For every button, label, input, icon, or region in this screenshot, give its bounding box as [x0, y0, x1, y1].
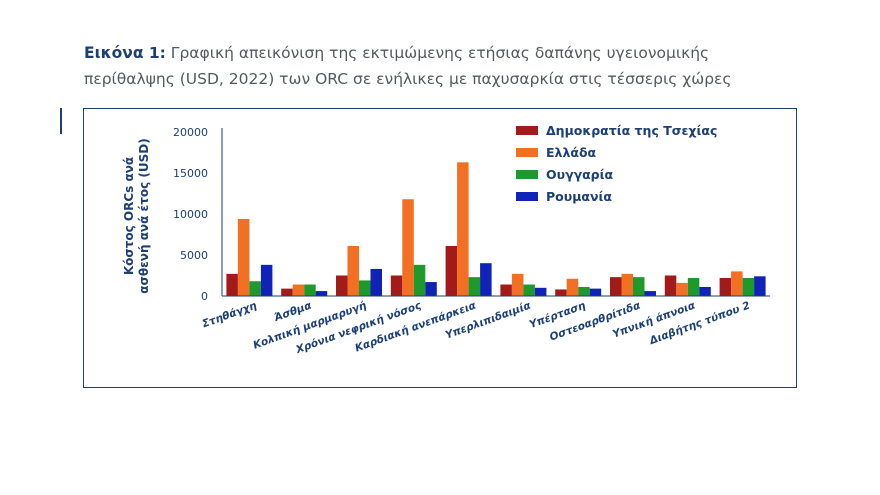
bar	[534, 287, 547, 296]
x-tick-label: Οστεοαρθρίτιδα	[548, 299, 643, 343]
bar	[402, 199, 414, 296]
legend-swatch	[516, 126, 538, 135]
legend-label: Ρουμανία	[546, 189, 612, 204]
y-axis-label: Κόστος ORCs ανά ασθενή ανά έτος (USD)	[122, 138, 151, 293]
bar	[390, 275, 403, 296]
figure-label: Εικόνα 1:	[84, 44, 166, 62]
bar	[226, 273, 238, 296]
bar	[664, 275, 677, 296]
bar	[260, 264, 273, 296]
x-tick-label: Διαβήτης τύπου 2	[647, 300, 752, 348]
bar	[445, 245, 458, 296]
bar	[719, 277, 732, 296]
chart-frame	[83, 108, 797, 388]
bar	[754, 276, 766, 296]
y-tick-label: 0	[201, 290, 208, 303]
bar	[589, 288, 602, 296]
y-tick-label: 20000	[173, 126, 208, 139]
bar	[676, 282, 688, 296]
y-tick-label: 10000	[173, 208, 208, 221]
x-tick-label: Στηθάγχη	[201, 299, 259, 330]
bar	[281, 288, 293, 296]
bar	[500, 284, 512, 296]
bar	[359, 280, 371, 296]
legend-label: Ελλάδα	[546, 145, 597, 160]
bar	[687, 277, 700, 296]
bar	[315, 291, 328, 296]
legend-label: Δημοκρατία της Τσεχίας	[546, 123, 717, 138]
bar	[425, 282, 437, 296]
bars	[226, 162, 766, 296]
y-tick-label: 5000	[180, 249, 208, 262]
bar	[699, 286, 711, 296]
bar	[304, 284, 316, 296]
legend-swatch	[516, 192, 538, 201]
bar	[621, 273, 633, 296]
bar	[644, 291, 656, 296]
legend-swatch	[516, 170, 538, 179]
bar	[468, 277, 481, 296]
bar	[336, 275, 348, 296]
bar	[249, 281, 261, 296]
bar	[742, 277, 755, 296]
bar	[566, 278, 579, 296]
y-tick-label: 15000	[173, 167, 208, 180]
bar	[610, 277, 622, 296]
bar	[457, 162, 469, 296]
y-axis-label-line: Κόστος ORCs ανά	[122, 157, 136, 275]
axes	[221, 128, 770, 297]
bar	[555, 289, 567, 296]
y-axis-ticks: 0 5000 10000 15000 20000	[173, 126, 208, 303]
figure-caption-text: Γραφική απεικόνιση της εκτιμώμενης ετήσι…	[84, 44, 732, 88]
bar	[578, 286, 590, 296]
side-marker	[60, 108, 62, 134]
bar	[633, 277, 645, 296]
figure-caption: Εικόνα 1: Γραφική απεικόνιση της εκτιμώμ…	[84, 40, 804, 92]
y-axis-label-line: ασθενή ανά έτος (USD)	[137, 138, 151, 293]
bar	[237, 218, 250, 296]
bar	[511, 273, 524, 296]
bar	[523, 284, 535, 296]
legend-swatch	[516, 148, 538, 157]
bar	[413, 264, 426, 296]
legend: Δημοκρατία της Τσεχίας Ελλάδα Ουγγαρία Ρουμ…	[516, 123, 717, 204]
legend-label: Ουγγαρία	[546, 167, 614, 182]
bar	[731, 271, 743, 296]
bar	[292, 284, 305, 296]
bar	[480, 263, 492, 296]
bar	[370, 268, 382, 296]
bar	[347, 245, 359, 296]
